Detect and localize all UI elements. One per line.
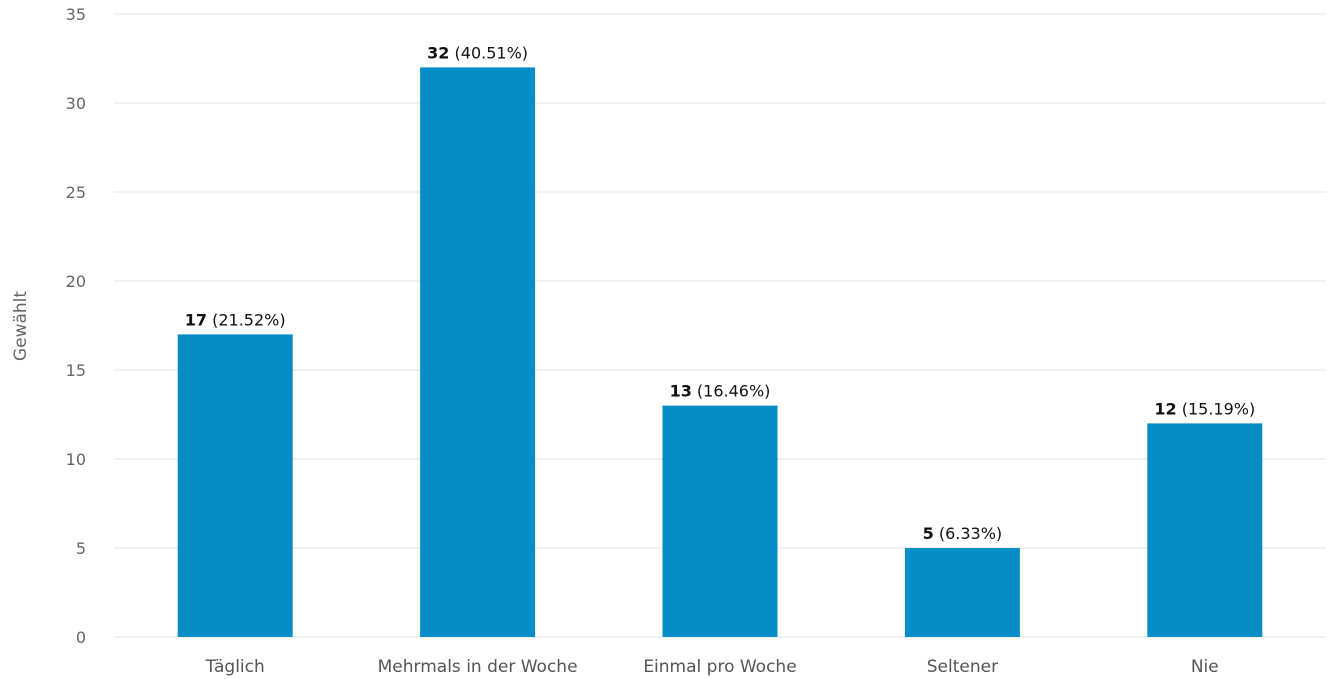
data-label-percent: (40.51%) — [449, 43, 528, 62]
y-tick-label: 10 — [66, 450, 86, 469]
bars — [177, 67, 1263, 637]
data-label: 17 (21.52%) — [185, 310, 286, 329]
y-axis-ticks: 0 5 10 15 20 25 30 35 — [66, 5, 86, 647]
data-labels: 17 (21.52%) 32 (40.51%) 13 (16.46%) 5 (6.33… — [185, 43, 1255, 543]
bar — [662, 405, 778, 637]
data-label: 5 (6.33%) — [923, 524, 1003, 543]
y-axis-title: Gewählt — [11, 291, 31, 361]
y-tick-label: 15 — [66, 361, 86, 380]
data-label-percent: (6.33%) — [934, 524, 1002, 543]
x-category-label: Einmal pro Woche — [643, 657, 796, 677]
bar — [1147, 423, 1263, 637]
data-label-percent: (21.52%) — [207, 310, 286, 329]
y-tick-label: 30 — [66, 94, 86, 113]
data-label-percent: (16.46%) — [692, 382, 771, 401]
y-tick-label: 5 — [76, 539, 86, 558]
data-label-count: 5 — [923, 524, 934, 543]
data-label: 13 (16.46%) — [670, 382, 771, 401]
data-label-count: 17 — [185, 310, 207, 329]
data-label-percent: (15.19%) — [1177, 399, 1256, 418]
x-category-label: Seltener — [927, 657, 998, 677]
y-tick-label: 20 — [66, 272, 86, 291]
data-label: 32 (40.51%) — [427, 43, 528, 62]
y-tick-label: 0 — [76, 628, 86, 647]
data-label-count: 13 — [670, 382, 692, 401]
y-tick-label: 25 — [66, 183, 86, 202]
data-label-count: 32 — [427, 43, 449, 62]
bar — [420, 67, 536, 637]
x-category-label: Mehrmals in der Woche — [378, 657, 578, 677]
data-label-count: 12 — [1154, 399, 1176, 418]
bar — [904, 548, 1020, 637]
bar — [177, 334, 293, 637]
data-label: 12 (15.19%) — [1154, 399, 1255, 418]
x-category-label: Nie — [1191, 657, 1219, 677]
y-tick-label: 35 — [66, 5, 86, 24]
x-category-label: Täglich — [205, 657, 265, 677]
x-axis-categories: Täglich Mehrmals in der Woche Einmal pro W… — [205, 657, 1219, 677]
